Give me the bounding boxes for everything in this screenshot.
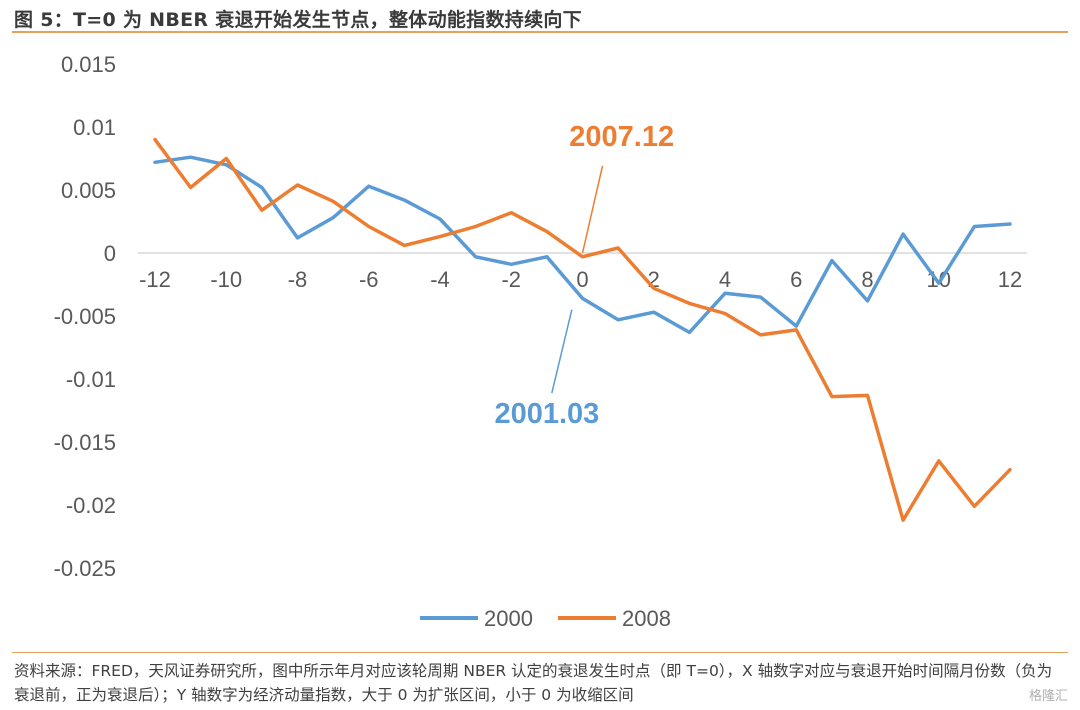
y-tick-label: -0.005: [54, 304, 116, 329]
annotation-leader-2007.12: [581, 165, 604, 254]
y-tick-label: -0.015: [54, 430, 116, 455]
y-axis: 0.015 0.01 0.005 0 -0.005 -0.01 -0.015 -0.02 -0.…: [54, 52, 116, 581]
x-tick-label: 6: [790, 267, 802, 292]
x-tick-label: -8: [288, 267, 308, 292]
y-tick-label: 0.015: [61, 52, 116, 77]
y-tick-label: -0.01: [66, 367, 116, 392]
y-tick-label: 0: [104, 241, 116, 266]
legend-label: 2008: [622, 606, 671, 631]
x-tick-label: -2: [501, 267, 521, 292]
annotation-label: 2001.03: [494, 398, 599, 430]
source-note: 资料来源：FRED，天风证券研究所，图中所示年月对应该轮周期 NBER 认定的衰…: [14, 662, 1053, 704]
x-tick-label: 0: [576, 267, 588, 292]
annotation-label: 2007.12: [569, 121, 674, 153]
x-tick-label: -6: [359, 267, 379, 292]
legend: 2000 2008: [420, 606, 671, 631]
series-line-2008: [153, 137, 1012, 522]
watermark-logo: 格隆汇: [1028, 689, 1068, 704]
x-axis: -12 -10 -8 -6 -4 -2 0 2 4 6 8 10 12: [139, 267, 1022, 292]
y-tick-label: 0.005: [61, 178, 116, 203]
source-divider: [12, 652, 1068, 653]
x-tick-label: 8: [861, 267, 873, 292]
x-tick-label: 12: [998, 267, 1022, 292]
y-tick-label: 0.01: [73, 115, 116, 140]
y-tick-label: -0.025: [54, 556, 116, 581]
series-lines: [153, 137, 1012, 522]
x-tick-label: -12: [139, 267, 171, 292]
series-line-2000: [153, 155, 1012, 335]
annotation-leader-2001.03: [551, 309, 573, 394]
chart-title: 图 5：T=0 为 NBER 衰退开始发生节点，整体动能指数持续向下: [14, 9, 582, 31]
y-tick-label: -0.02: [66, 493, 116, 518]
x-tick-label: -4: [430, 267, 450, 292]
x-tick-label: -10: [210, 267, 242, 292]
x-tick-label: 4: [719, 267, 731, 292]
line-chart: 0.015 0.01 0.005 0 -0.005 -0.01 -0.015 -0.02 -0.…: [54, 52, 1027, 631]
title-divider: [12, 31, 1068, 33]
annotations: 2007.12 2001.03: [494, 121, 674, 430]
legend-label: 2000: [484, 606, 533, 631]
